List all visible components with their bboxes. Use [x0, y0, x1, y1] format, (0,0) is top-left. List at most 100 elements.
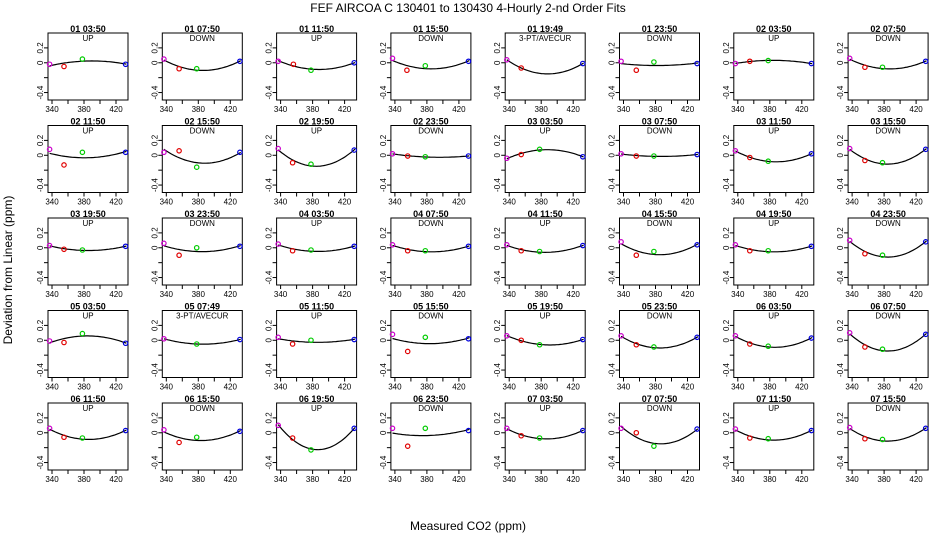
y-tick-label: 0.2: [265, 42, 274, 54]
data-point: [846, 424, 853, 431]
data-point: [122, 427, 129, 434]
data-point: [732, 148, 739, 154]
data-point: [651, 248, 657, 255]
y-tick-label: 0: [265, 338, 274, 343]
y-tick-label: 0: [379, 60, 388, 65]
panel-mode-label: UP: [311, 312, 322, 321]
data-point: [518, 151, 525, 158]
data-point: [122, 340, 129, 347]
x-tick-label: 420: [909, 105, 923, 114]
panel-mode-label: DOWN: [875, 219, 901, 228]
y-tick-label: -0.4: [608, 85, 617, 99]
y-tick-label: 0: [379, 430, 388, 435]
panel-mode-label: DOWN: [875, 404, 901, 413]
x-tick-label: 380: [192, 290, 206, 299]
panel-mode-label: UP: [311, 34, 322, 43]
panel-frame: [733, 32, 815, 101]
x-tick-label: 340: [845, 198, 859, 207]
data-point: [503, 56, 510, 63]
x-tick-label: 420: [795, 475, 809, 484]
x-tick-label: 340: [388, 198, 402, 207]
data-point: [176, 148, 182, 154]
x-tick-label: 420: [452, 198, 466, 207]
y-tick-label: 0.2: [36, 134, 45, 146]
data-point: [746, 435, 753, 441]
y-tick-label: 0.2: [493, 134, 502, 146]
data-point: [351, 243, 358, 250]
y-tick-label: -0.4: [36, 455, 45, 469]
x-tick-label: 420: [338, 198, 352, 207]
x-tick-label: 340: [731, 290, 745, 299]
y-tick-label: -0.4: [150, 455, 159, 469]
y-tick-label: -0.4: [722, 85, 731, 99]
data-point: [633, 153, 640, 159]
y-tick-label: -0.4: [150, 363, 159, 377]
data-point: [746, 341, 753, 347]
x-tick-label: 420: [567, 475, 581, 484]
x-tick-label: 380: [306, 475, 320, 484]
panel-title: 03 07:50: [642, 117, 678, 127]
data-point: [694, 60, 700, 67]
panel-frame: [847, 402, 929, 471]
data-point: [422, 247, 429, 254]
panel-title: 07 15:50: [870, 394, 906, 404]
data-point: [351, 147, 358, 153]
data-point: [579, 336, 586, 343]
data-point: [879, 436, 886, 443]
panel-mode-label: UP: [540, 404, 551, 413]
x-tick-label: 380: [192, 198, 206, 207]
panel-title: 03 23:50: [185, 209, 221, 219]
x-tick-label: 340: [45, 105, 59, 114]
fit-curve: [506, 244, 584, 254]
data-point: [503, 425, 510, 432]
data-point: [808, 243, 815, 250]
x-tick-label: 340: [388, 105, 402, 114]
panel-mode-label: DOWN: [418, 404, 444, 413]
data-point: [237, 149, 243, 156]
x-tick-label: 380: [877, 383, 891, 392]
data-point: [193, 164, 200, 170]
y-tick-label: 0: [722, 338, 731, 343]
x-tick-label: 420: [109, 475, 123, 484]
data-point: [79, 56, 86, 62]
data-point: [536, 248, 543, 255]
data-point: [237, 336, 243, 343]
x-tick-label: 420: [338, 290, 352, 299]
panel-mode-label: UP: [82, 219, 93, 228]
data-point: [633, 429, 640, 436]
data-point: [289, 159, 296, 166]
y-tick-label: 0.2: [150, 319, 159, 331]
panel-mode-label: UP: [768, 404, 779, 413]
x-tick-label: 340: [617, 475, 631, 484]
x-tick-label: 380: [420, 383, 434, 392]
x-tick-label: 380: [649, 383, 663, 392]
fit-curve: [621, 153, 698, 157]
x-tick-label: 420: [224, 105, 238, 114]
panel-title: 05 11:50: [299, 302, 334, 312]
y-tick-label: 0.2: [150, 412, 159, 424]
panel-frame: [619, 402, 700, 471]
y-tick-label: 0.2: [836, 227, 845, 239]
x-tick-label: 340: [274, 290, 288, 299]
fit-curve: [506, 428, 584, 440]
panel-title: 01 19:49: [527, 24, 563, 34]
x-tick-label: 420: [567, 105, 581, 114]
x-tick-label: 420: [109, 290, 123, 299]
panel-mode-label: DOWN: [875, 312, 901, 321]
data-point: [651, 443, 657, 449]
x-tick-label: 380: [420, 290, 434, 299]
data-point: [922, 425, 929, 432]
x-tick-label: 380: [192, 105, 206, 114]
data-point: [808, 427, 815, 434]
data-point: [176, 439, 182, 446]
data-point: [176, 65, 182, 72]
panel-title: 07 03:50: [527, 394, 563, 404]
data-point: [79, 247, 86, 253]
panel-title: 05 07:49: [185, 302, 221, 312]
